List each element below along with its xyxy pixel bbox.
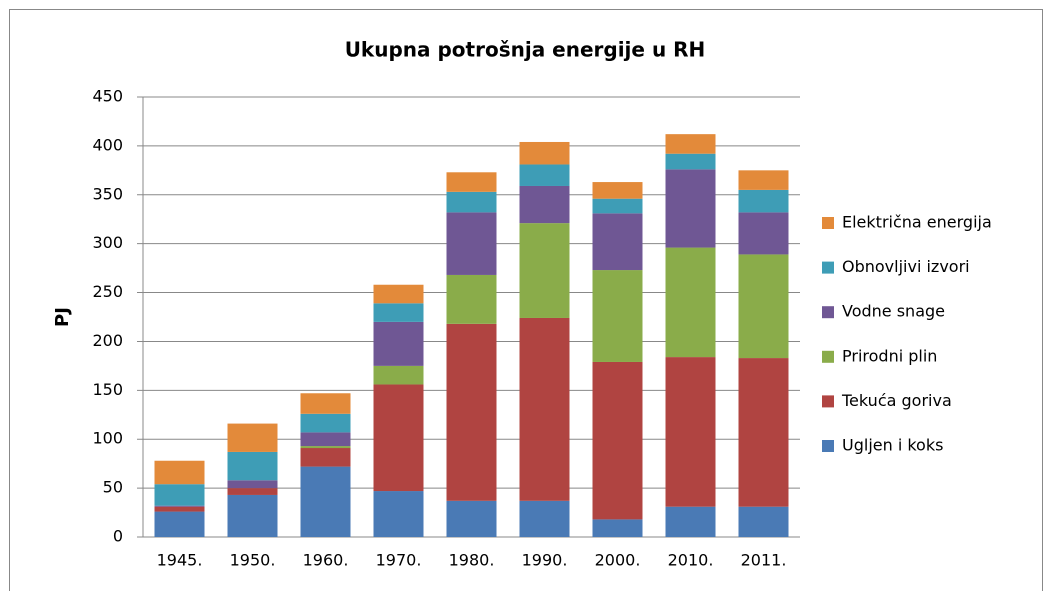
x-tick-label: 2010. bbox=[668, 551, 714, 570]
bar-segment bbox=[592, 213, 643, 271]
bar-segment bbox=[227, 451, 278, 481]
bar-segment bbox=[738, 254, 789, 359]
bar-segment bbox=[227, 480, 278, 489]
bar-segment bbox=[154, 506, 205, 512]
y-tick-label: 100 bbox=[92, 429, 123, 448]
legend-label: Električna energija bbox=[842, 213, 992, 232]
legend-swatch bbox=[822, 440, 834, 452]
legend-label: Ugljen i koks bbox=[842, 436, 943, 455]
bar-segment bbox=[738, 212, 789, 255]
bar-segment bbox=[446, 500, 497, 537]
bar-segment bbox=[373, 321, 424, 366]
legend-swatch bbox=[822, 306, 834, 319]
bar-segment bbox=[227, 488, 278, 495]
bar-segment bbox=[154, 460, 205, 485]
bar-segment bbox=[665, 169, 716, 248]
bar-segment bbox=[446, 323, 497, 501]
y-tick-label: 250 bbox=[92, 282, 123, 301]
x-tick-label: 1980. bbox=[449, 551, 495, 570]
bar-segment bbox=[227, 423, 278, 452]
legend-swatch bbox=[822, 350, 834, 363]
bar-segment bbox=[738, 170, 789, 190]
bar-segment bbox=[665, 134, 716, 154]
bar-segment bbox=[738, 189, 789, 213]
bar-segment bbox=[519, 317, 570, 501]
bar-segment bbox=[300, 432, 351, 447]
bar-segment bbox=[373, 365, 424, 385]
bar-segment bbox=[519, 164, 570, 186]
x-tick-label: 1970. bbox=[376, 551, 422, 570]
legend-label: Prirodni plin bbox=[842, 346, 937, 365]
bar-segment bbox=[738, 506, 789, 537]
x-tick-label: 1960. bbox=[303, 551, 349, 570]
bar-segment bbox=[446, 191, 497, 213]
bar-segment bbox=[592, 361, 643, 520]
legend-swatch bbox=[822, 261, 834, 274]
bar-segment bbox=[300, 413, 351, 433]
legend-label: Vodne snage bbox=[842, 302, 945, 321]
y-axis-label: PJ bbox=[52, 307, 73, 327]
bar-segment bbox=[446, 274, 497, 324]
legend-label: Tekuća goriva bbox=[841, 391, 952, 410]
bar-segment bbox=[300, 446, 351, 449]
bar-segment bbox=[592, 270, 643, 362]
bar-segment bbox=[154, 511, 205, 537]
bar-segment bbox=[373, 491, 424, 537]
bar-segment bbox=[300, 466, 351, 537]
bar-segment bbox=[446, 212, 497, 275]
bar-segment bbox=[227, 494, 278, 537]
bar-segment bbox=[519, 141, 570, 165]
chart-title: Ukupna potrošnja energije u RH bbox=[345, 38, 706, 62]
legend-swatch bbox=[822, 217, 834, 229]
bar-segment bbox=[519, 500, 570, 537]
bar-segment bbox=[738, 358, 789, 507]
y-tick-label: 400 bbox=[92, 135, 123, 154]
x-tick-label: 2011. bbox=[741, 551, 787, 570]
bar-segment bbox=[665, 247, 716, 358]
y-tick-label: 300 bbox=[92, 233, 123, 252]
bar-segment bbox=[665, 357, 716, 507]
y-tick-label: 50 bbox=[103, 478, 123, 497]
y-tick-label: 0 bbox=[113, 527, 123, 546]
bar-segment bbox=[373, 384, 424, 492]
bar-segment bbox=[665, 153, 716, 170]
bar-segment bbox=[154, 484, 205, 506]
bar-segment bbox=[592, 198, 643, 214]
y-tick-label: 350 bbox=[92, 184, 123, 203]
bar-segment bbox=[519, 185, 570, 224]
bar-segment bbox=[373, 303, 424, 322]
bar-segment bbox=[300, 393, 351, 414]
bar-segment bbox=[446, 172, 497, 192]
legend-label: Obnovljivi izvori bbox=[842, 257, 970, 276]
bar-segment bbox=[592, 519, 643, 537]
bar-segment bbox=[665, 506, 716, 537]
y-tick-label: 450 bbox=[92, 87, 123, 106]
y-tick-label: 200 bbox=[92, 331, 123, 350]
bar-segment bbox=[373, 284, 424, 304]
x-tick-label: 1950. bbox=[230, 551, 276, 570]
x-tick-label: 1945. bbox=[157, 551, 203, 570]
y-tick-label: 150 bbox=[92, 380, 123, 399]
bar-segment bbox=[154, 505, 205, 507]
bar-segment bbox=[592, 182, 643, 199]
bar-segment bbox=[519, 223, 570, 318]
bar-segment bbox=[300, 448, 351, 467]
x-tick-label: 2000. bbox=[595, 551, 641, 570]
x-tick-label: 1990. bbox=[522, 551, 568, 570]
legend-swatch bbox=[822, 395, 834, 408]
